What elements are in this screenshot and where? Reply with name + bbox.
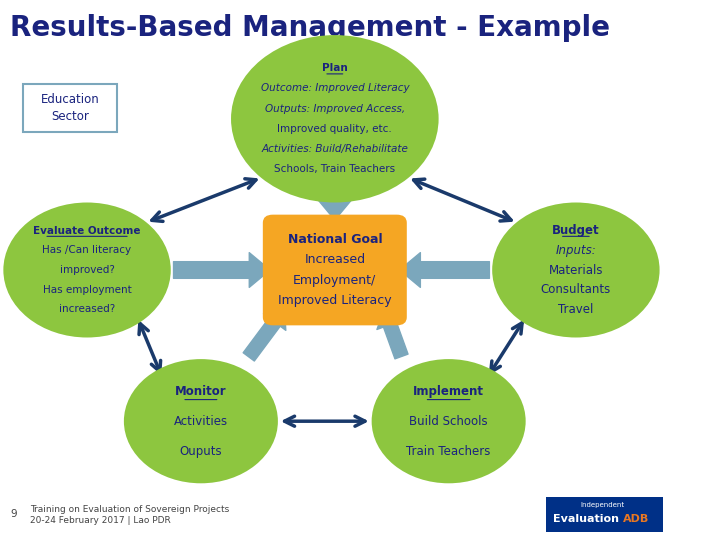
- Text: Results-Based Management - Example: Results-Based Management - Example: [10, 14, 610, 42]
- Text: Activities: Activities: [174, 415, 228, 428]
- Text: Inputs:: Inputs:: [556, 244, 596, 257]
- Text: Sector: Sector: [51, 110, 89, 123]
- FancyBboxPatch shape: [24, 84, 117, 132]
- Text: Employment/: Employment/: [293, 274, 377, 287]
- Text: 20-24 February 2017 | Lao PDR: 20-24 February 2017 | Lao PDR: [30, 516, 171, 525]
- Text: Monitor: Monitor: [175, 384, 227, 397]
- Text: Build Schools: Build Schools: [410, 415, 488, 428]
- Text: Improved quality, etc.: Improved quality, etc.: [277, 124, 392, 134]
- Text: Training on Evaluation of Sovereign Projects: Training on Evaluation of Sovereign Proj…: [30, 505, 230, 514]
- Text: Evaluate Outcome: Evaluate Outcome: [33, 226, 141, 236]
- Text: Budget: Budget: [552, 224, 600, 238]
- Text: Plan: Plan: [322, 63, 348, 73]
- Text: Materials: Materials: [549, 264, 603, 276]
- Text: Outputs: Improved Access,: Outputs: Improved Access,: [265, 104, 405, 114]
- Ellipse shape: [492, 202, 660, 338]
- Text: Train Teachers: Train Teachers: [407, 445, 491, 458]
- Text: ADB: ADB: [623, 515, 649, 524]
- Text: Ouputs: Ouputs: [179, 445, 222, 458]
- FancyBboxPatch shape: [263, 215, 407, 325]
- Ellipse shape: [124, 359, 278, 483]
- Text: Independent: Independent: [580, 502, 625, 508]
- Text: Consultants: Consultants: [541, 283, 611, 296]
- Ellipse shape: [372, 359, 526, 483]
- Text: Increased: Increased: [305, 253, 365, 266]
- Text: Improved Literacy: Improved Literacy: [278, 294, 392, 307]
- Text: improved?: improved?: [60, 265, 114, 275]
- Ellipse shape: [4, 202, 171, 338]
- Ellipse shape: [231, 35, 438, 202]
- Text: Evaluation: Evaluation: [553, 515, 619, 524]
- Text: Outcome: Improved Literacy: Outcome: Improved Literacy: [261, 84, 409, 93]
- Text: Implement: Implement: [413, 384, 484, 397]
- FancyBboxPatch shape: [546, 497, 663, 532]
- Text: 9: 9: [10, 509, 17, 519]
- Text: Has employment: Has employment: [42, 285, 132, 295]
- Text: National Goal: National Goal: [287, 233, 382, 246]
- Text: Schools, Train Teachers: Schools, Train Teachers: [274, 164, 395, 174]
- Text: Has /Can literacy: Has /Can literacy: [42, 245, 132, 255]
- Text: Activities: Build/Rehabilitate: Activities: Build/Rehabilitate: [261, 144, 408, 154]
- Text: increased?: increased?: [59, 304, 115, 314]
- Text: Education: Education: [41, 93, 99, 106]
- Text: Travel: Travel: [558, 302, 593, 316]
